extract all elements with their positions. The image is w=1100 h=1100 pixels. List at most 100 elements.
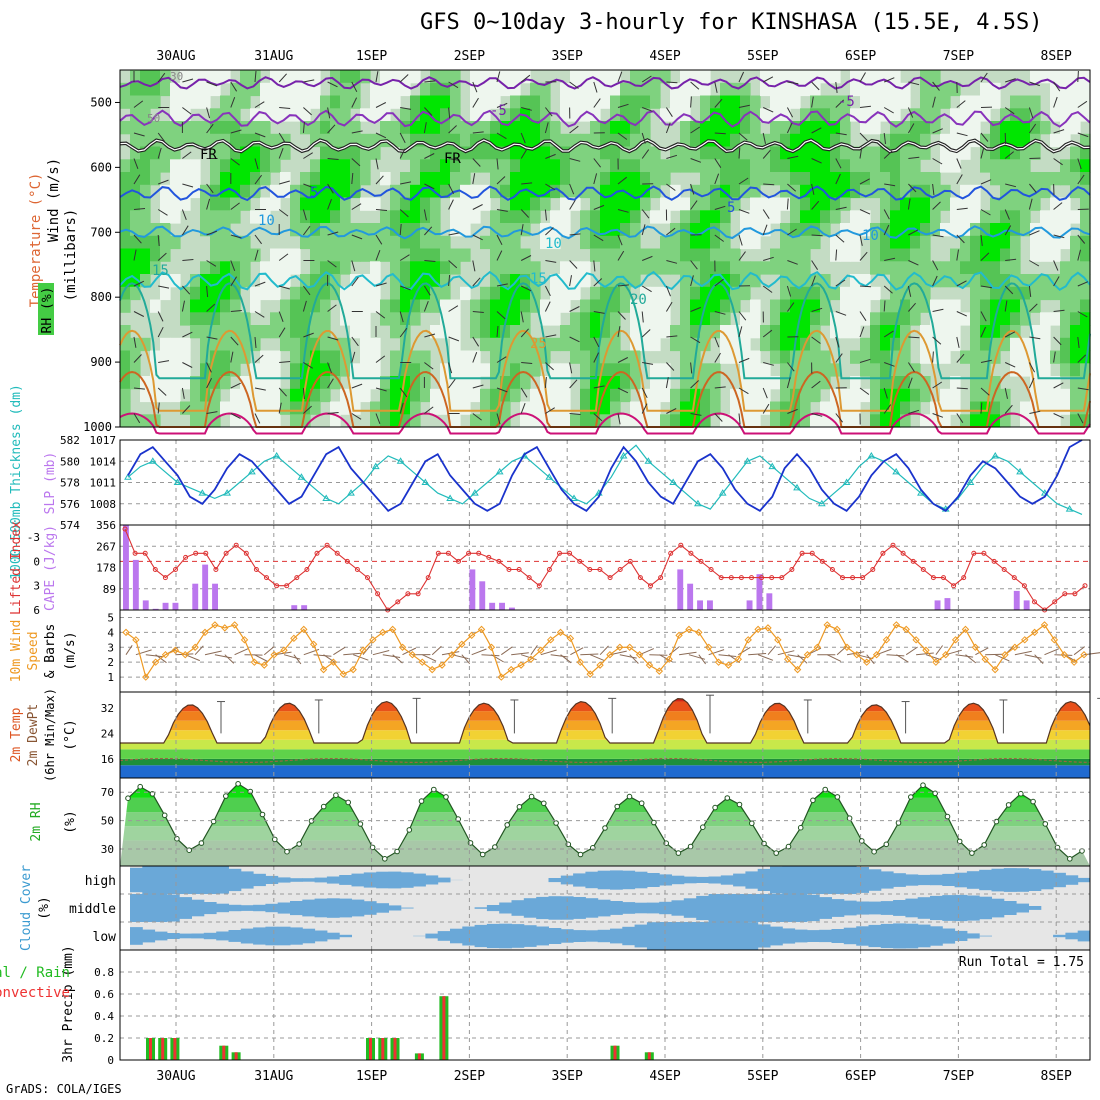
rh-cell bbox=[190, 414, 201, 428]
wind-barb bbox=[182, 183, 194, 188]
rh-cell bbox=[780, 363, 791, 377]
li-marker bbox=[526, 575, 532, 581]
rh-cell bbox=[710, 95, 721, 109]
wind-barb bbox=[593, 385, 605, 389]
rh-cell bbox=[530, 121, 541, 135]
temp-band bbox=[120, 749, 1090, 759]
rh-cell bbox=[710, 172, 721, 186]
rh-cell bbox=[900, 401, 911, 415]
rh-cell bbox=[690, 70, 701, 84]
rh-cell bbox=[590, 299, 601, 313]
rh-cell bbox=[1080, 261, 1091, 275]
rh-cell bbox=[260, 121, 271, 135]
rh-cell bbox=[460, 286, 471, 301]
rh-cell bbox=[190, 286, 201, 301]
rh-cell bbox=[490, 261, 501, 275]
rh-cell bbox=[530, 197, 541, 211]
rh-cell bbox=[180, 286, 191, 301]
rh-cell bbox=[640, 248, 651, 262]
rh-cell bbox=[990, 210, 1001, 224]
rh-cell bbox=[580, 108, 591, 122]
rh-cell bbox=[520, 172, 531, 186]
wind-barb-10m bbox=[994, 654, 1010, 662]
cape-bar bbox=[192, 583, 199, 610]
rh-cell bbox=[580, 312, 591, 326]
rh-cell bbox=[440, 261, 451, 275]
precip-conv-bar bbox=[149, 1038, 152, 1060]
rh-cell bbox=[560, 325, 571, 339]
rh-cell bbox=[930, 197, 941, 211]
rh-marker bbox=[357, 821, 364, 827]
rh-cell bbox=[120, 248, 131, 262]
rh-cell bbox=[890, 274, 901, 288]
rh-cell bbox=[150, 121, 161, 135]
rh-cell bbox=[640, 325, 651, 339]
rh-cell bbox=[390, 223, 401, 237]
rh-cell bbox=[220, 197, 231, 211]
rh-cell bbox=[1020, 414, 1031, 428]
rh-cell bbox=[550, 210, 561, 224]
thickness-marker bbox=[371, 462, 380, 470]
rh-cell bbox=[360, 312, 371, 326]
rh-cell bbox=[880, 414, 891, 428]
rh-cell bbox=[1070, 286, 1081, 301]
wind-barb bbox=[496, 250, 503, 261]
cape-tick-label: 178 bbox=[96, 562, 116, 575]
rh-cell bbox=[920, 197, 931, 211]
wind-speed-marker bbox=[793, 665, 802, 674]
rh-cell bbox=[560, 223, 571, 237]
wind-barb bbox=[907, 377, 913, 389]
rh-cell bbox=[1010, 274, 1021, 288]
wind-barb-10m bbox=[194, 645, 204, 656]
rh-cell bbox=[860, 350, 871, 364]
rh-cell bbox=[580, 159, 591, 173]
contour-freezing-inner bbox=[119, 139, 1091, 153]
wind-barb bbox=[593, 278, 603, 287]
rh-cell bbox=[970, 248, 981, 262]
rh-cell bbox=[840, 235, 851, 250]
rh-cell bbox=[360, 325, 371, 339]
rh-cell bbox=[450, 197, 461, 211]
rh-cell bbox=[280, 299, 291, 313]
wind-speed-marker bbox=[902, 625, 910, 634]
rh-cell bbox=[210, 133, 221, 148]
rh-cell bbox=[960, 235, 971, 250]
rh-cell bbox=[480, 325, 491, 339]
rh-cell bbox=[970, 235, 981, 250]
wind-barb bbox=[351, 413, 362, 420]
rh-cell bbox=[810, 159, 821, 173]
precip-conv-bar bbox=[613, 1045, 617, 1060]
rh-cell bbox=[870, 286, 881, 301]
rh-cell bbox=[440, 133, 451, 148]
wind-barb bbox=[303, 79, 315, 83]
rh-cell bbox=[860, 82, 871, 97]
wind-barb bbox=[762, 132, 766, 144]
rh-cell bbox=[520, 363, 531, 377]
rh-cell bbox=[850, 401, 861, 415]
rh-cell bbox=[330, 248, 341, 262]
rh-cell bbox=[1080, 159, 1091, 173]
rh-cell bbox=[130, 261, 141, 275]
rh-cell bbox=[680, 286, 691, 301]
wind-barb bbox=[327, 304, 337, 312]
temp-band bbox=[120, 698, 1090, 702]
rh-cell bbox=[240, 235, 251, 250]
rh-cell bbox=[790, 70, 801, 84]
rh-cell bbox=[680, 325, 691, 339]
rh-cell bbox=[910, 133, 921, 148]
rh-cell bbox=[390, 70, 401, 84]
wind-barb bbox=[956, 207, 968, 210]
rh-cell bbox=[970, 184, 981, 199]
rh-cell bbox=[250, 146, 261, 160]
wind-barb-10m bbox=[254, 654, 268, 662]
rh-cell bbox=[770, 350, 781, 364]
cloud-cell bbox=[917, 897, 931, 919]
wind-barb bbox=[423, 285, 431, 296]
cloud-cell bbox=[770, 866, 783, 894]
rh-cell bbox=[320, 337, 331, 352]
rh-cell bbox=[520, 95, 531, 109]
rh-cell bbox=[910, 388, 921, 403]
li-marker bbox=[1082, 583, 1088, 589]
rh-cell bbox=[790, 388, 801, 403]
wind-speed-marker bbox=[912, 636, 920, 644]
